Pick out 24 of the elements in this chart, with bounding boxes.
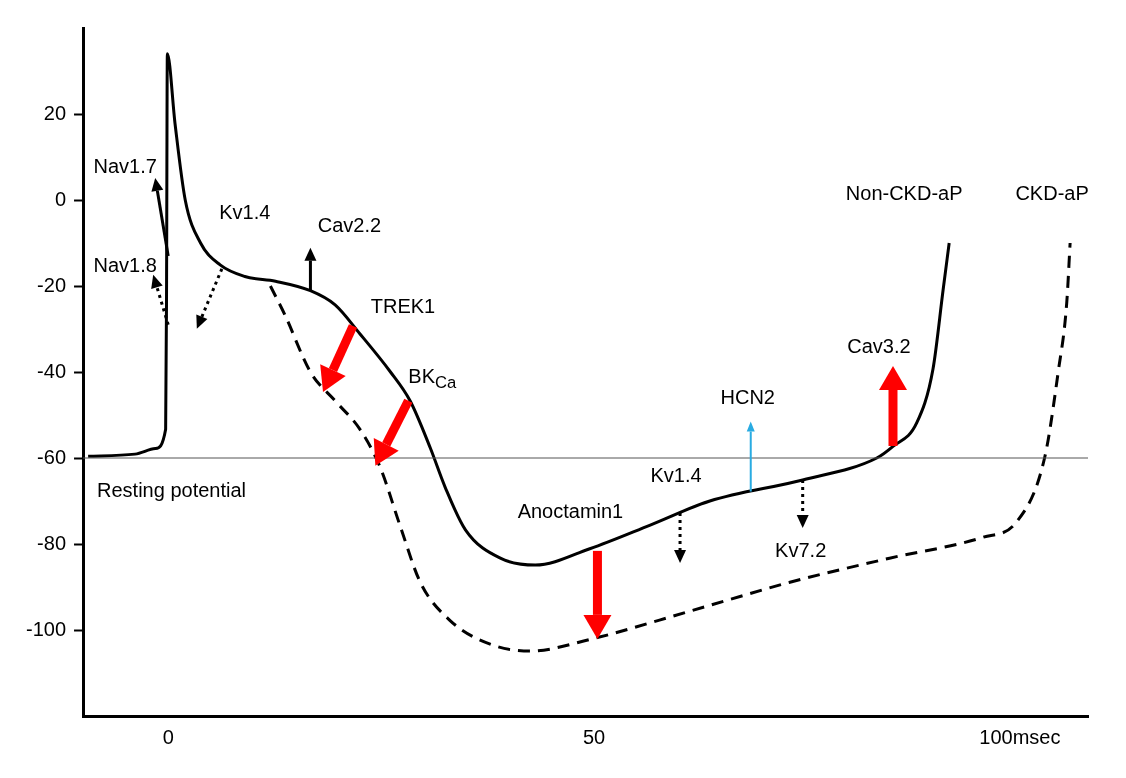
annotation: Cav2.2 [317,213,382,236]
annotation: Kv1.4 [219,200,271,223]
text: CKD-aP [1015,182,1089,204]
x-tick-label: 100msec [979,725,1061,748]
x-tick-label: 50 [582,725,606,748]
annotation: Kv7.2 [775,538,827,561]
y-tick-label: -80 [37,531,67,554]
annotation: Kv1.4 [650,464,702,487]
annotation: Cav3.2 [847,334,911,357]
y-tick-label: 0 [54,187,67,210]
y-tick-label: -60 [37,445,67,468]
annotation: Nav1.7 [93,154,157,177]
annotation: Anoctamin1 [517,499,624,522]
annotation: TREK1 [370,294,436,317]
annotation: BK$_{Ca}$ [408,364,457,392]
y-tick-label: -100 [26,617,67,640]
ref-line-label: Resting potential [97,479,246,501]
y-tick-label: 20 [43,101,67,124]
y-tick-label: -40 [37,359,67,382]
annotation: Nav1.8 [93,253,157,276]
annotation: HCN2 [720,385,775,408]
text: Non-CKD-aP [845,182,963,204]
x-tick-label: 0 [162,725,174,748]
y-tick-label: -20 [37,273,67,296]
